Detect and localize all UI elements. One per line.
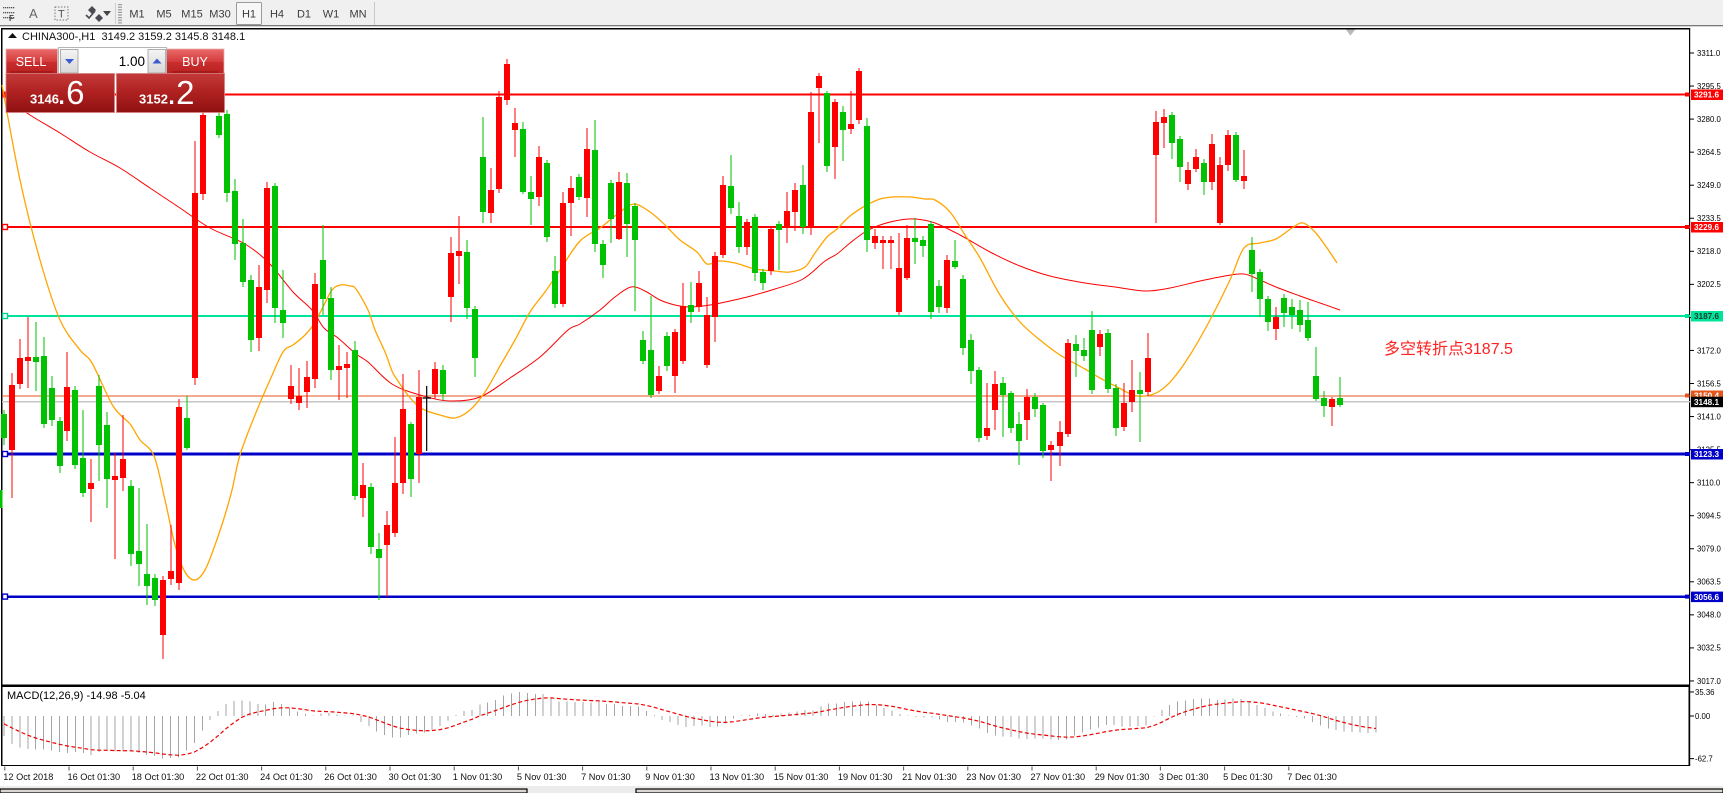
svg-text:3156.5: 3156.5 [1697, 379, 1722, 388]
svg-text:3311.0: 3311.0 [1697, 49, 1721, 58]
svg-text:3123.3: 3123.3 [1694, 450, 1719, 459]
svg-text:5 Nov 01:30: 5 Nov 01:30 [517, 772, 567, 782]
svg-text:3056.6: 3056.6 [1694, 593, 1719, 602]
svg-text:3094.5: 3094.5 [1697, 512, 1722, 521]
svg-text:15 Nov 01:30: 15 Nov 01:30 [774, 772, 829, 782]
svg-text:13 Nov 01:30: 13 Nov 01:30 [710, 772, 765, 782]
svg-text:MN: MN [349, 9, 366, 21]
svg-text:BUY: BUY [182, 55, 208, 69]
svg-text:.6: .6 [57, 74, 85, 111]
svg-text:3032.5: 3032.5 [1697, 644, 1722, 653]
svg-text:3146: 3146 [30, 92, 59, 107]
svg-text:A: A [29, 6, 38, 21]
svg-text:3264.5: 3264.5 [1697, 148, 1722, 157]
svg-text:7 Nov 01:30: 7 Nov 01:30 [581, 772, 631, 782]
svg-text:3233.5: 3233.5 [1697, 214, 1722, 223]
svg-text:35.36: 35.36 [1695, 688, 1715, 697]
svg-text:D1: D1 [297, 9, 311, 21]
svg-text:3202.5: 3202.5 [1697, 280, 1722, 289]
svg-text:5 Dec 01:30: 5 Dec 01:30 [1223, 772, 1273, 782]
svg-text:3110.0: 3110.0 [1697, 478, 1721, 487]
svg-text:3249.0: 3249.0 [1697, 181, 1722, 190]
svg-text:3152: 3152 [139, 92, 168, 107]
svg-text:多空转折点3187.5: 多空转折点3187.5 [1384, 340, 1513, 358]
svg-text:M1: M1 [129, 9, 144, 21]
svg-text:SELL: SELL [16, 55, 47, 69]
svg-text:H1: H1 [242, 9, 256, 21]
svg-text:3 Dec 01:30: 3 Dec 01:30 [1159, 772, 1209, 782]
svg-text:1 Nov 01:30: 1 Nov 01:30 [453, 772, 503, 782]
svg-text:3148.1: 3148.1 [1694, 398, 1719, 407]
svg-text:3063.5: 3063.5 [1697, 578, 1722, 587]
svg-text:W1: W1 [323, 9, 340, 21]
svg-text:27 Nov 01:30: 27 Nov 01:30 [1031, 772, 1086, 782]
svg-text:21 Nov 01:30: 21 Nov 01:30 [902, 772, 957, 782]
svg-text:CHINA300-,H1 3149.2 3159.2 31: CHINA300-,H1 3149.2 3159.2 3145.8 3148.1 [22, 31, 245, 43]
svg-text:29 Nov 01:30: 29 Nov 01:30 [1095, 772, 1150, 782]
svg-text:26 Oct 01:30: 26 Oct 01:30 [324, 772, 377, 782]
svg-text:3048.0: 3048.0 [1697, 611, 1722, 620]
svg-text:3172.0: 3172.0 [1697, 346, 1722, 355]
svg-text:12 Oct 2018: 12 Oct 2018 [3, 772, 53, 782]
svg-text:-62.7: -62.7 [1695, 755, 1713, 764]
svg-text:16 Oct 01:30: 16 Oct 01:30 [68, 772, 121, 782]
svg-text:M5: M5 [156, 9, 171, 21]
svg-text:3218.0: 3218.0 [1697, 247, 1722, 256]
svg-text:M30: M30 [209, 9, 230, 21]
svg-text:H4: H4 [270, 9, 284, 21]
svg-text:3141.0: 3141.0 [1697, 412, 1722, 421]
svg-text:24 Oct 01:30: 24 Oct 01:30 [260, 772, 313, 782]
svg-text:3017.0: 3017.0 [1697, 677, 1722, 686]
svg-text:9 Nov 01:30: 9 Nov 01:30 [645, 772, 695, 782]
svg-text:M15: M15 [181, 9, 202, 21]
svg-text:18 Oct 01:30: 18 Oct 01:30 [132, 772, 185, 782]
svg-text:3079.0: 3079.0 [1697, 545, 1722, 554]
svg-text:T: T [58, 9, 65, 21]
svg-text:3229.6: 3229.6 [1694, 223, 1719, 232]
svg-text:3280.0: 3280.0 [1697, 115, 1722, 124]
svg-text:23 Nov 01:30: 23 Nov 01:30 [966, 772, 1021, 782]
svg-text:19 Nov 01:30: 19 Nov 01:30 [838, 772, 893, 782]
svg-text:7 Dec 01:30: 7 Dec 01:30 [1287, 772, 1337, 782]
svg-text:3291.6: 3291.6 [1694, 91, 1719, 100]
svg-text:3295.5: 3295.5 [1697, 82, 1722, 91]
svg-text:1.00: 1.00 [119, 54, 145, 69]
svg-text:22 Oct 01:30: 22 Oct 01:30 [196, 772, 249, 782]
svg-text:0.00: 0.00 [1695, 712, 1711, 721]
svg-text:F: F [9, 14, 14, 23]
svg-text:30 Oct 01:30: 30 Oct 01:30 [389, 772, 442, 782]
svg-text:.2: .2 [167, 74, 195, 111]
svg-text:3187.6: 3187.6 [1694, 312, 1719, 321]
svg-text:3150.4: 3150.4 [1694, 392, 1719, 401]
svg-text:MACD(12,26,9) -14.98 -5.04: MACD(12,26,9) -14.98 -5.04 [7, 690, 146, 702]
